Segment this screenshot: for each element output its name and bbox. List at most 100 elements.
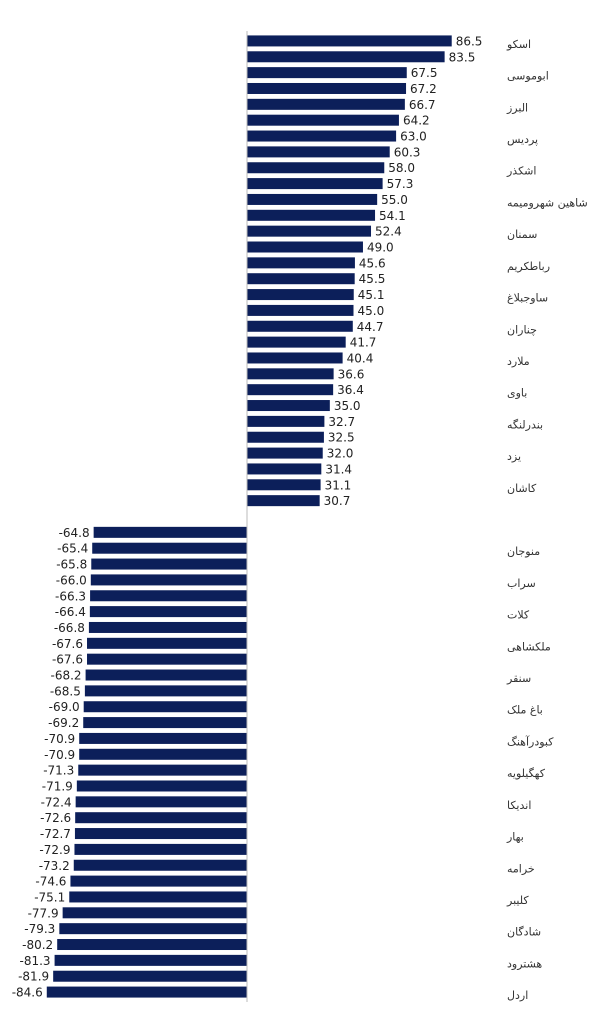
bar	[247, 273, 355, 285]
value-label: 63.0	[400, 130, 427, 144]
bar	[247, 130, 397, 142]
value-label: -84.6	[12, 986, 43, 1000]
category-label: ساوجبلاغ	[507, 292, 548, 305]
bar	[74, 843, 247, 855]
value-label: 60.3	[394, 145, 421, 159]
value-label: 45.1	[358, 288, 385, 302]
category-label: هشترود	[507, 957, 542, 970]
value-label: 35.0	[334, 399, 361, 413]
category-label: سمنان	[507, 228, 537, 241]
value-label: -69.0	[49, 700, 80, 714]
category-label: کلات	[507, 609, 530, 622]
value-label: -81.3	[20, 954, 51, 968]
bar	[87, 637, 247, 649]
bar	[247, 463, 322, 475]
value-label: -67.6	[52, 637, 83, 651]
value-label: 45.6	[359, 256, 386, 270]
value-label: 31.4	[325, 462, 352, 476]
bar	[84, 685, 247, 697]
category-label: شادگان	[507, 926, 541, 939]
bar	[59, 923, 247, 935]
category-label: منوجان	[507, 545, 540, 558]
bar	[247, 114, 399, 126]
bar	[247, 352, 343, 364]
value-label: 41.7	[350, 336, 377, 350]
category-label: خرامه	[507, 862, 535, 875]
value-label: -68.5	[50, 684, 81, 698]
bar	[247, 82, 407, 94]
bar	[247, 209, 376, 221]
value-label: 67.2	[410, 82, 437, 96]
bar	[46, 986, 247, 998]
category-label: اسکو	[506, 38, 531, 51]
bar	[83, 717, 247, 729]
category-label: اردل	[507, 989, 528, 1002]
value-label: -70.9	[44, 732, 75, 746]
value-label: 54.1	[379, 209, 406, 223]
value-label: -81.9	[18, 970, 49, 984]
value-label: 66.7	[409, 98, 436, 112]
value-label: 31.1	[325, 478, 352, 492]
value-label: 45.5	[359, 272, 386, 286]
category-label: یزد	[507, 450, 521, 463]
value-label: -66.8	[54, 621, 85, 635]
bar	[247, 400, 330, 412]
bar	[90, 590, 247, 602]
bar	[54, 954, 248, 966]
value-label: 30.7	[324, 494, 351, 508]
bar	[247, 368, 334, 380]
value-label: -66.4	[55, 605, 86, 619]
category-label: بهار	[506, 831, 524, 844]
value-label: -80.2	[22, 938, 53, 952]
bar	[247, 431, 324, 443]
value-label: 58.0	[388, 161, 415, 175]
bar	[247, 67, 407, 79]
bar	[247, 289, 354, 301]
category-label: پردیس	[507, 133, 538, 146]
value-label: -72.9	[39, 843, 70, 857]
bar	[247, 479, 321, 491]
bar	[88, 621, 247, 633]
category-label: چناران	[507, 323, 537, 336]
value-label: -64.8	[59, 526, 90, 540]
value-label: 32.7	[328, 415, 355, 429]
bar	[92, 542, 247, 554]
category-label: اشکذر	[506, 165, 536, 178]
bar	[76, 780, 247, 792]
bar	[93, 526, 247, 538]
category-label: ملارد	[507, 355, 530, 368]
bar	[247, 241, 363, 253]
value-label: -66.3	[55, 589, 86, 603]
bar	[247, 193, 378, 205]
category-label: کلیبر	[506, 894, 529, 907]
value-label: 45.0	[358, 304, 385, 318]
value-label: -65.8	[56, 558, 87, 572]
category-label: کهگیلویه	[507, 767, 546, 780]
category-label: کبودرآهنگ	[507, 734, 554, 748]
value-label: 52.4	[375, 225, 402, 239]
value-label: 57.3	[387, 177, 414, 191]
value-label: -72.7	[40, 827, 71, 841]
value-label: 32.5	[328, 431, 355, 445]
value-label: -74.6	[35, 875, 66, 889]
category-label: باوی	[507, 387, 527, 400]
bar	[62, 907, 248, 919]
value-label: -65.4	[57, 542, 88, 556]
category-label: ملکشاهی	[507, 640, 551, 653]
bar	[70, 875, 248, 887]
value-label: -67.6	[52, 653, 83, 667]
value-label: -72.4	[41, 795, 72, 809]
category-label: سراب	[507, 577, 536, 590]
bar	[247, 384, 334, 396]
bar	[69, 891, 247, 903]
bar	[87, 653, 247, 665]
bar	[79, 732, 247, 744]
value-label: 32.0	[327, 447, 354, 461]
bar	[247, 304, 354, 316]
value-label: -69.2	[48, 716, 79, 730]
value-label: -73.2	[39, 859, 70, 873]
value-label: 36.6	[338, 367, 365, 381]
bar	[247, 320, 353, 332]
bar	[53, 970, 247, 982]
